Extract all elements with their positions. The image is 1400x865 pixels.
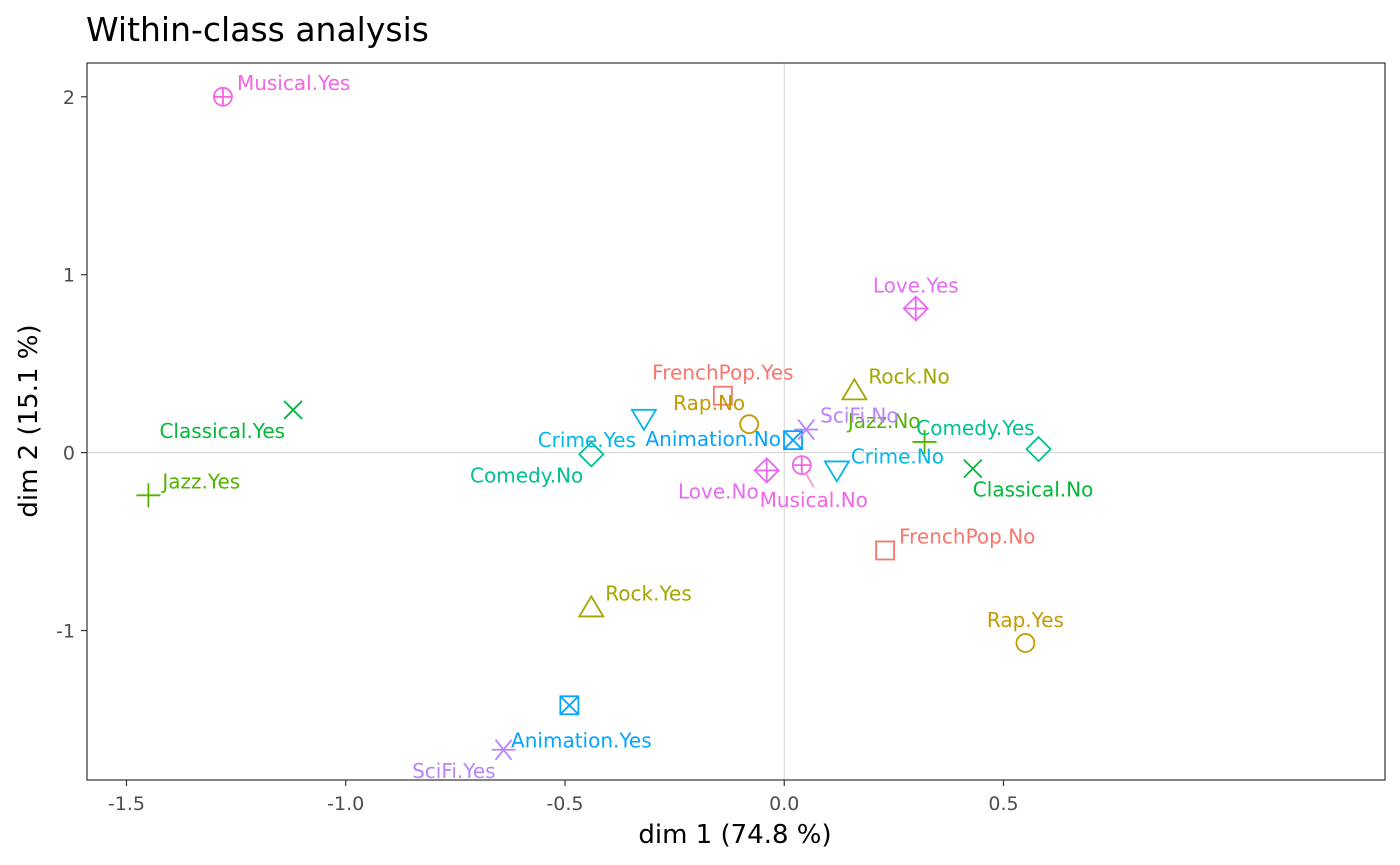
point-label: Rap.Yes	[987, 608, 1064, 632]
x-tick-label: 0.0	[769, 793, 799, 815]
data-point	[136, 483, 161, 508]
y-axis: -1 0 1 2	[56, 87, 87, 643]
data-point	[577, 594, 605, 618]
point-label: Comedy.Yes	[916, 416, 1034, 440]
data-point	[739, 414, 760, 435]
point-label: Rock.Yes	[605, 581, 691, 605]
data-point	[559, 695, 580, 716]
data-point	[902, 295, 930, 322]
point-label: SciFi.No	[820, 404, 898, 428]
data-point	[912, 429, 937, 454]
panel-border	[86, 62, 1386, 781]
y-tick-label: 1	[63, 265, 75, 287]
data-point	[1015, 633, 1036, 653]
label-connector	[804, 472, 815, 488]
data-point	[712, 385, 733, 406]
point-label: Comedy.No	[470, 463, 583, 487]
y-tick-label: 2	[63, 87, 75, 109]
x-tick-label: -0.5	[546, 793, 583, 815]
data-point	[213, 86, 233, 107]
data-point	[875, 540, 895, 561]
plot-panel: Musical.Yes Musical.No Classical.Yes Classi…	[86, 62, 1386, 783]
point-label: Crime.No	[851, 444, 944, 468]
point-label: Classical.Yes	[159, 419, 285, 443]
point-label: Rock.No	[868, 364, 949, 388]
point-label: Musical.Yes	[237, 71, 350, 95]
point-label: Love.No	[678, 479, 759, 503]
data-point	[840, 377, 868, 401]
x-axis-title: dim 1 (74.8 %)	[638, 820, 831, 850]
data-point	[283, 400, 303, 420]
data-point	[791, 455, 812, 475]
y-axis-title: dim 2 (15.1 %)	[14, 324, 44, 517]
point-label: FrenchPop.No	[899, 524, 1035, 548]
data-point	[1025, 435, 1052, 463]
point-label: Rap.No	[673, 391, 745, 415]
data-point	[491, 739, 516, 761]
point-label: Animation.Yes	[511, 728, 652, 752]
data-point	[753, 457, 780, 484]
labels-layer: Musical.Yes Musical.No Classical.Yes Classi…	[159, 71, 1093, 783]
point-label: Musical.No	[760, 488, 868, 512]
point-label: FrenchPop.Yes	[652, 361, 793, 385]
x-tick-label: -1.0	[327, 793, 364, 815]
point-label: Classical.No	[973, 478, 1094, 502]
data-point	[630, 408, 658, 432]
point-label: SciFi.Yes	[412, 759, 496, 783]
point-label: Love.Yes	[873, 274, 959, 298]
y-tick-label: -1	[56, 621, 75, 643]
y-tick-label: 0	[63, 443, 75, 465]
point-label: Animation.No	[645, 427, 781, 451]
data-point	[963, 459, 983, 479]
x-tick-label: -1.5	[108, 793, 145, 815]
data-point	[578, 441, 605, 468]
x-tick-label: 0.5	[988, 793, 1018, 815]
chart-title: Within-class analysis	[86, 10, 429, 49]
x-axis: -1.5 -1.0 -0.5 0.0 0.5	[108, 780, 1019, 815]
point-label: Jazz.No	[846, 409, 921, 433]
points-layer	[136, 86, 1052, 761]
data-point	[823, 460, 851, 484]
data-point	[783, 430, 803, 451]
point-label: Crime.Yes	[538, 428, 636, 452]
data-point	[794, 418, 819, 441]
point-label: Jazz.Yes	[160, 469, 240, 493]
